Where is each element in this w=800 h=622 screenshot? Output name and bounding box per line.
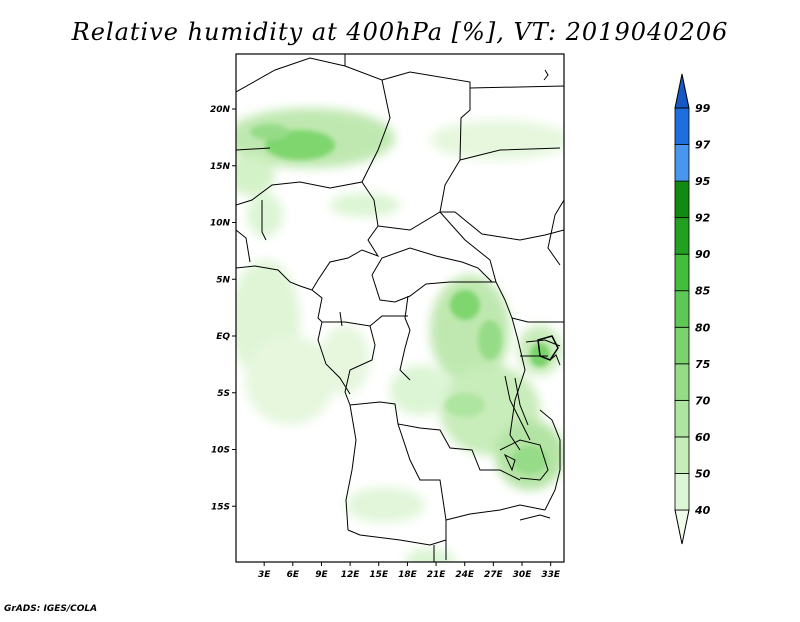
lon-tick-label: 21E — [427, 570, 447, 580]
colorbar-segment — [674, 253, 690, 292]
lat-tick-label: 15S — [211, 502, 230, 512]
colorbar-segment — [674, 217, 690, 255]
map-title: Relative humidity at 400hPa [%], VT: 201… — [71, 18, 729, 46]
lon-tick-label: 33E — [541, 570, 561, 580]
lon-tick-label: 12E — [341, 570, 361, 580]
colorbar-label: 85 — [695, 285, 711, 298]
colorbar-label: 92 — [695, 212, 711, 225]
colorbar-label: 50 — [695, 467, 711, 480]
colorbar-label: 60 — [695, 431, 711, 444]
map-frame — [235, 53, 565, 563]
colorbar-label: 40 — [694, 504, 711, 517]
lat-tick-label: 15N — [210, 162, 231, 172]
lon-tick-label: 6E — [287, 570, 300, 580]
colorbar-segment — [674, 363, 690, 401]
humidity-field — [236, 108, 564, 562]
colorbar-triangle-low — [674, 509, 690, 545]
credit-label: GrADS: IGES/COLA — [4, 604, 98, 614]
colorbar-segment — [674, 144, 690, 182]
colorbar-segment — [674, 180, 690, 219]
colorbar-label: 95 — [695, 175, 711, 188]
lat-tick-label: 5N — [216, 275, 230, 285]
lat-tick-label: 5S — [217, 389, 230, 399]
lat-tick-label: EQ — [216, 332, 230, 342]
colorbar-segment — [674, 436, 690, 474]
lon-tick-label: 24E — [455, 570, 475, 580]
lon-tick-label: 30E — [513, 570, 533, 580]
lon-tick-label: 18E — [398, 570, 418, 580]
colorbar-label: 75 — [695, 358, 711, 371]
lon-tick-label: 27E — [484, 570, 504, 580]
colorbar-segment — [674, 326, 690, 365]
colorbar-label: 90 — [695, 248, 711, 261]
colorbar-segment — [674, 399, 690, 438]
lon-tick-label: 9E — [315, 570, 328, 580]
lat-tick-label: 10S — [211, 446, 230, 456]
colorbar-segment — [674, 107, 690, 145]
lat-tick-label: 20N — [210, 105, 231, 115]
lat-tick-label: 10N — [210, 219, 231, 229]
colorbar-label: 80 — [695, 321, 711, 334]
colorbar-label: 97 — [695, 139, 711, 152]
lon-tick-label: 3E — [258, 570, 271, 580]
colorbar-triangle-high — [674, 73, 690, 109]
country-borders — [236, 54, 564, 562]
colorbar-label: 99 — [695, 102, 711, 115]
lon-tick-label: 15E — [369, 570, 389, 580]
colorbar-segment — [674, 473, 690, 511]
lake-victoria-outline — [537, 335, 559, 361]
colorbar-label: 70 — [695, 394, 711, 407]
colorbar-segment — [674, 290, 690, 328]
